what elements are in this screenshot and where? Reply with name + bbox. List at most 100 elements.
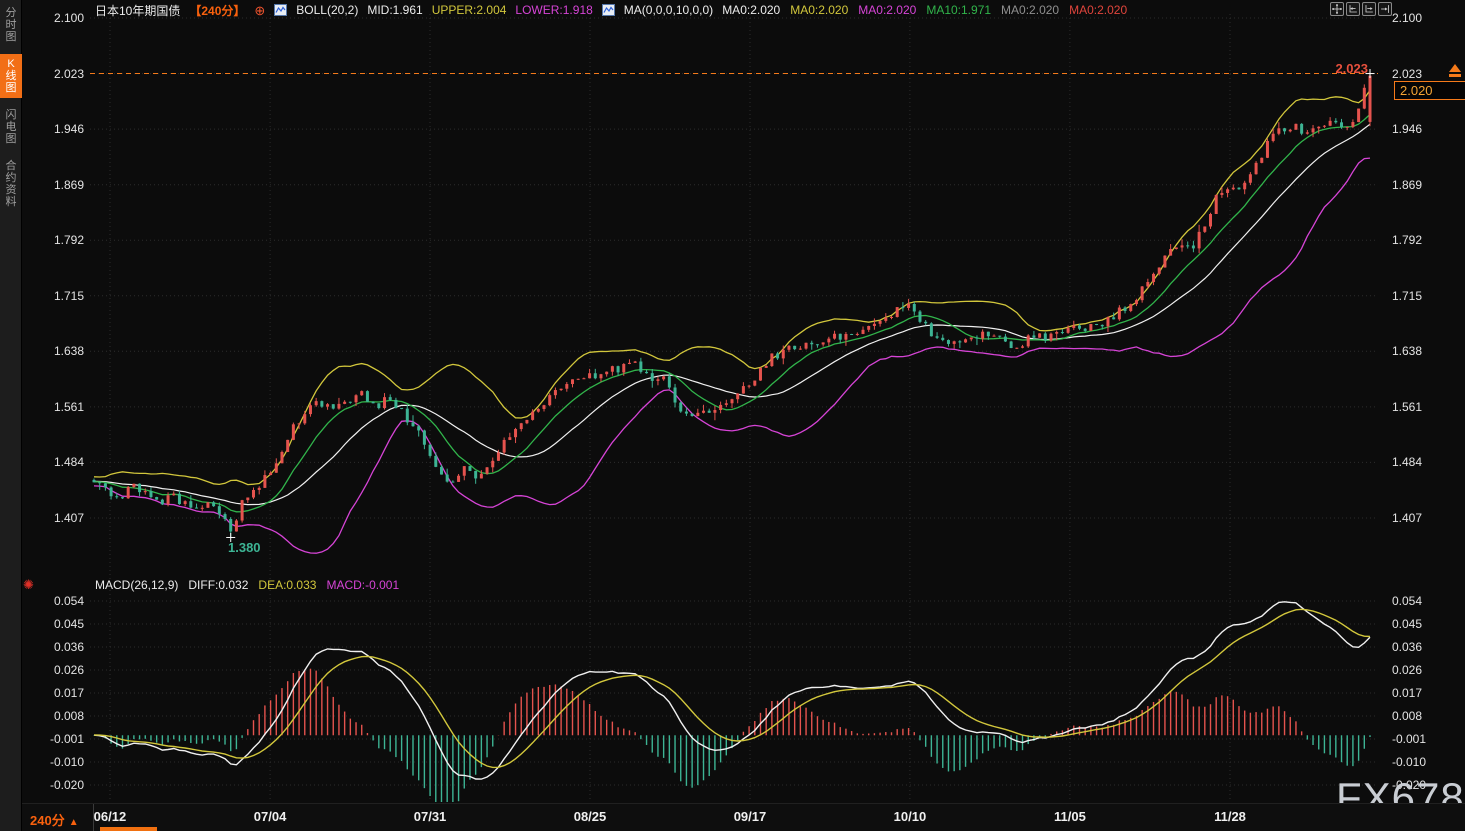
sidebar-tab-char: 料	[5, 196, 17, 208]
jump-to-latest-icon[interactable]	[1378, 2, 1392, 16]
price-axis-label: 1.407	[1392, 511, 1423, 525]
date-axis-label: 08/25	[573, 809, 607, 824]
macd-axis-label: 0.017	[53, 686, 84, 700]
macd-axis-label: -0.010	[49, 755, 84, 769]
date-axis-label: 11/28	[1214, 809, 1246, 824]
price-axis-label: 1.869	[53, 177, 84, 192]
macd-axis-label: 0.026	[53, 663, 84, 677]
macd-axis-label: -0.020	[1392, 778, 1427, 792]
sidebar-tab-char: 图	[5, 82, 17, 94]
sidebar-tab-char: 图	[5, 31, 17, 43]
date-axis-label: 09/17	[733, 809, 767, 824]
date-axis-label: 11/05	[1053, 809, 1086, 824]
sidebar-tab-flash-chart[interactable]: 闪电图	[0, 105, 22, 149]
indicator-lines-layer	[93, 89, 1371, 554]
sidebar-tab-char: 资	[5, 184, 17, 196]
macd-axis-label: -0.010	[1392, 755, 1427, 769]
symbol-name: 日本10年期国债	[95, 3, 181, 18]
macd-layer	[93, 601, 1371, 802]
ma-value: MA0:2.020	[790, 3, 849, 17]
move-crosshair-icon[interactable]	[1330, 2, 1344, 16]
macd-axis-label: 0.054	[1392, 594, 1423, 608]
axis-zoom-out-icon[interactable]	[1362, 2, 1376, 16]
sidebar-tab-char: 线	[5, 70, 17, 82]
boll-upper-value: UPPER:2.004	[431, 3, 507, 17]
macd-axis-label: -0.001	[49, 732, 84, 746]
macd-diff-value: DIFF:0.032	[188, 578, 249, 592]
price-axis-label: 2.023	[53, 66, 84, 81]
boll-name: BOLL(20,2)	[296, 3, 359, 17]
price-axis-label: 2.100	[53, 11, 84, 25]
sidebar-tab-contract-info[interactable]: 合约资料	[0, 156, 22, 212]
macd-axis-label: 0.054	[53, 594, 84, 608]
macd-axis-label: 0.036	[1392, 640, 1423, 654]
sidebar-tab-char: 分	[5, 7, 17, 19]
ma-value: MA0:2.020	[1001, 3, 1060, 17]
macd-axis-label: 0.008	[53, 709, 84, 723]
sidebar-tab-char: 约	[5, 172, 17, 184]
macd-axis-label: -0.020	[49, 778, 84, 792]
price-axis-label: 1.946	[1392, 122, 1423, 137]
period-selector[interactable]: 240分 ▲	[30, 810, 79, 829]
macd-axis-label: 0.026	[1392, 663, 1423, 677]
period-selector-arrow-icon: ▲	[68, 817, 79, 828]
period-tag: 【240分】	[189, 3, 246, 18]
low-price-label: 1.380	[228, 540, 261, 555]
chart-header: 日本10年期国债 【240分】 ⊕ BOLL(20,2) MID:1.961 U…	[95, 2, 1127, 18]
date-axis-label: 07/31	[413, 809, 447, 824]
sidebar-tab-char: 合	[5, 160, 17, 172]
scrollbar-thumb[interactable]	[100, 827, 157, 831]
ma-value: MA10:1.971	[926, 3, 992, 17]
ma-value: MA0:2.020	[858, 3, 917, 17]
price-up-arrow-icon	[1449, 64, 1461, 77]
sidebar-tab-char: 闪	[5, 109, 17, 121]
ma-values: MA0:2.020 MA0:2.020 MA0:2.020 MA10:1.971 MA0…	[722, 3, 1127, 17]
sidebar-tab-char: 电	[5, 121, 17, 133]
date-axis-label: 06/12	[93, 809, 127, 824]
target-icon[interactable]: ⊕	[254, 2, 266, 18]
macd-axis-label: -0.001	[1392, 732, 1427, 746]
price-axis-label: 1.792	[53, 233, 84, 248]
sidebar-tab-char: 图	[5, 133, 17, 145]
sidebar-tab-time-chart[interactable]: 分时图	[0, 3, 22, 47]
ma-value: MA0:2.020	[1069, 3, 1128, 17]
macd-name: MACD(26,12,9)	[95, 578, 179, 592]
footer-divider	[93, 804, 94, 831]
macd-macd-value: MACD:-0.001	[326, 578, 400, 592]
sidebar-tab-char: K	[7, 58, 15, 70]
macd-header: MACD(26,12,9) DIFF:0.032 DEA:0.033 MACD:…	[95, 578, 399, 592]
high-price-label: 2.023	[1335, 61, 1368, 76]
chart-toolbar	[1330, 2, 1392, 16]
price-axis-label: 1.561	[1392, 399, 1423, 414]
price-axis-label: 1.869	[1392, 177, 1423, 192]
macd-axis-label: 0.017	[1392, 686, 1423, 700]
macd-axis-label: 0.045	[53, 617, 84, 631]
candles-layer	[92, 73, 1372, 538]
alert-burst-icon[interactable]: ✺	[23, 577, 34, 592]
price-axis-label: 1.638	[53, 344, 84, 359]
price-axis-label: 2.100	[1392, 11, 1423, 25]
axis-zoom-in-icon[interactable]	[1346, 2, 1360, 16]
price-axis-label: 2.023	[1392, 66, 1423, 81]
price-axis-label: 1.561	[53, 399, 84, 414]
period-selector-label: 240分	[30, 813, 65, 828]
macd-axis-label: 0.045	[1392, 617, 1423, 631]
date-axis-label: 10/10	[893, 809, 927, 824]
price-axis-label: 1.946	[53, 122, 84, 137]
boll-mid-value: MID:1.961	[367, 3, 423, 17]
price-axis-label: 1.484	[1392, 455, 1423, 470]
ma-indicator-icon[interactable]	[601, 4, 615, 16]
macd-axis-label: 0.036	[53, 640, 84, 654]
current-price-box[interactable]: 2.020	[1394, 81, 1465, 100]
macd-dea-value: DEA:0.033	[258, 578, 317, 592]
boll-indicator-icon[interactable]	[274, 4, 288, 16]
macd-axis-label: 0.008	[1392, 709, 1423, 723]
price-axis-label: 1.638	[1392, 344, 1423, 359]
price-axis-label: 1.715	[1392, 288, 1423, 303]
boll-lower-value: LOWER:1.918	[515, 3, 593, 17]
price-axis-label: 1.715	[53, 288, 84, 303]
